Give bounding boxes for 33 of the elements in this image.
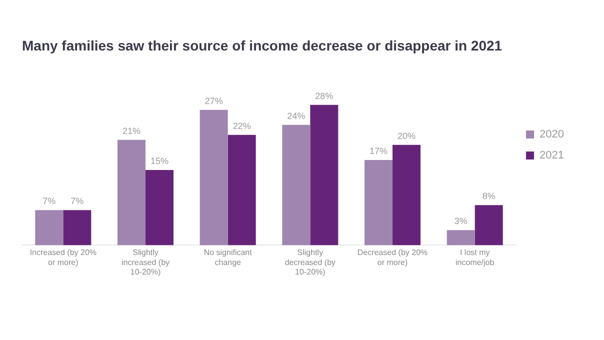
bar — [200, 110, 228, 246]
bar — [228, 134, 256, 246]
data-label: 21% — [122, 126, 141, 136]
bar — [118, 140, 146, 246]
x-tick-label: Slightly increased (by 10-20%) — [121, 248, 170, 276]
bar — [146, 170, 174, 246]
data-label: 8% — [482, 191, 496, 202]
bar — [364, 160, 393, 246]
chart-title: Many families saw their source of income decrease or disappear in 2021 — [22, 37, 502, 54]
legend-label: 2020 — [540, 128, 564, 141]
legend-label: 2021 — [540, 150, 564, 162]
data-label: 17% — [370, 146, 388, 156]
data-label: 15% — [150, 156, 169, 166]
bar — [392, 144, 421, 246]
data-label: 7% — [42, 196, 56, 206]
x-tick-label: I lost my income/job — [456, 248, 495, 267]
bar — [310, 104, 338, 246]
x-tick-label: Slightly decreased (by 10-20%) — [284, 248, 336, 276]
bar — [282, 124, 310, 246]
bar — [474, 205, 503, 246]
x-tick-label: Increased (by 20% or more) — [30, 248, 97, 267]
data-label: 7% — [70, 196, 84, 206]
data-label: 3% — [454, 216, 468, 226]
data-label: 28% — [315, 90, 334, 101]
bar — [35, 210, 64, 246]
data-label: 24% — [287, 110, 306, 121]
bar — [63, 210, 92, 246]
data-label: 22% — [232, 120, 251, 131]
x-tick-label: No significant change — [204, 248, 253, 267]
x-tick-label: Decreased (by 20% or more) — [357, 248, 428, 267]
data-label: 20% — [398, 130, 416, 141]
bar — [446, 230, 475, 246]
data-label: 27% — [204, 96, 223, 106]
